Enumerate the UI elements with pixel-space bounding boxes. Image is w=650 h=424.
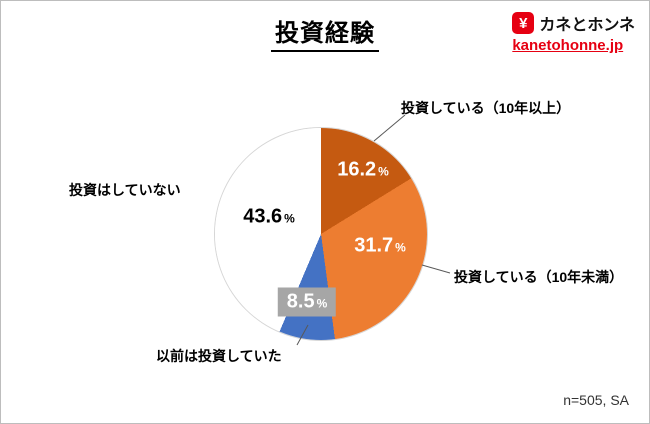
logo-row: ¥ カネとホンネ (512, 11, 635, 35)
sample-size-note: n=505, SA (563, 392, 629, 408)
leader-line-invest-under10 (421, 264, 451, 274)
pct-unit-0: % (378, 164, 389, 179)
pct-unit-2: % (316, 296, 328, 311)
brand-name: カネとホンネ (539, 17, 635, 34)
title-wrap: 投資経験 (1, 13, 649, 52)
chart-title: 投資経験 (271, 13, 379, 52)
pct-value-1: 31.7 (354, 234, 394, 257)
slice-label-invest-10plus: 投資している（10年以上） (401, 100, 571, 116)
pct-label-invest-10plus: 16.2% (337, 159, 389, 182)
site-logo: ¥ カネとホンネ kanetohonne.jp (512, 11, 635, 54)
logo-url[interactable]: kanetohonne.jp (512, 37, 624, 54)
slice-label-invest-under10: 投資している（10年未満） (454, 269, 624, 285)
pct-label-used-to-invest: 8.5% (277, 287, 337, 317)
pct-value-3: 43.6 (243, 205, 283, 228)
pct-label-invest-under10: 31.7% (354, 235, 406, 258)
pct-label-no-invest: 43.6% (243, 206, 295, 229)
pct-unit-1: % (395, 240, 406, 255)
pct-value-2: 8.5 (286, 290, 315, 313)
pct-value-0: 16.2 (337, 158, 377, 181)
leader-line-invest-10plus (373, 114, 406, 142)
slice-label-used-to-invest: 以前は投資していた (156, 348, 282, 364)
yen-icon: ¥ (512, 12, 535, 34)
pct-unit-3: % (284, 211, 295, 226)
slice-label-no-invest: 投資はしていない (69, 182, 181, 198)
